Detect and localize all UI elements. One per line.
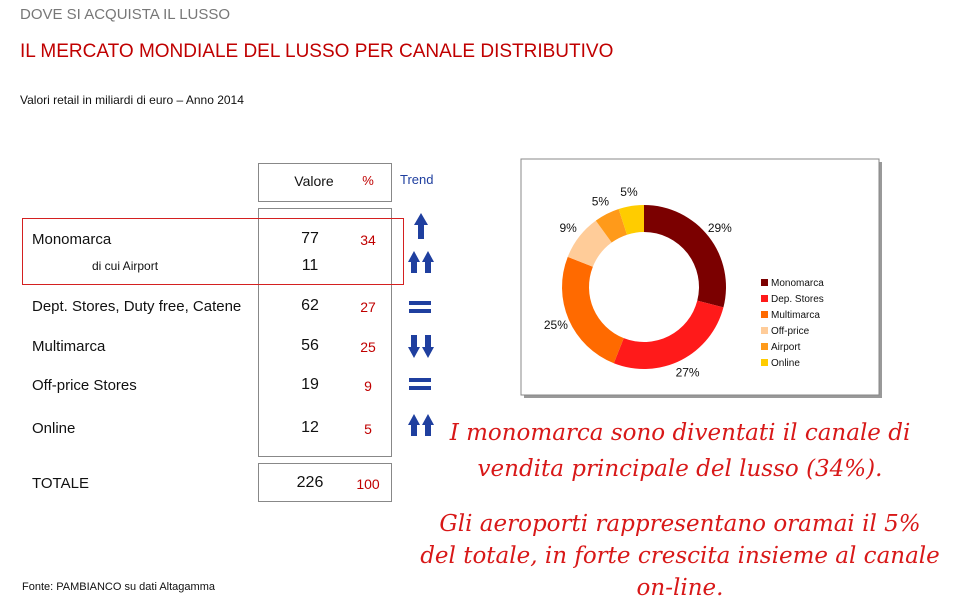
legend-swatch: [761, 327, 768, 334]
value: 56: [301, 337, 319, 354]
row-label: Dept. Stores, Duty free, Catene: [32, 298, 242, 315]
data-label: 5%: [592, 194, 610, 208]
percent: 27: [360, 299, 376, 315]
donut-segment: [613, 300, 724, 369]
donut-segment: [567, 220, 612, 267]
trend-up: [414, 213, 428, 239]
percent: 34: [360, 232, 376, 248]
legend-label: Airport: [771, 342, 801, 353]
trend-up-double: [408, 414, 434, 436]
row-label: Multimarca: [32, 338, 106, 355]
legend-swatch: [761, 343, 768, 350]
legend-label: Dep. Stores: [771, 294, 824, 305]
value: 19: [301, 376, 319, 393]
percent: 9: [364, 378, 372, 394]
legend-swatch: [761, 279, 768, 286]
donut-segment: [562, 256, 624, 364]
value: 12: [301, 419, 319, 436]
row-label: TOTALE: [32, 475, 89, 492]
legend-label: Multimarca: [771, 310, 820, 321]
column-header: %: [362, 173, 374, 188]
trend-equal: [409, 301, 431, 313]
percent: 5: [364, 421, 372, 437]
donut-segment: [595, 209, 628, 243]
trend-icons: [408, 213, 434, 436]
legend-label: Monomarca: [771, 278, 824, 289]
values-box: [258, 208, 392, 457]
donut-segment: [644, 205, 726, 308]
donut-chart: 29% Monomarca 27% Dep. Stores 25% Multimarca 9…: [520, 158, 882, 398]
data-label: 29%: [708, 221, 732, 235]
data-label: 5%: [620, 185, 638, 199]
value: 77: [301, 230, 319, 247]
annotation: I monomarca sono diventati il canale di …: [449, 420, 911, 482]
source: Fonte: PAMBIANCO su dati Altagamma: [22, 581, 215, 593]
trend-equal: [409, 378, 431, 390]
total-box: [258, 463, 392, 502]
trend-down-double: [408, 335, 434, 358]
legend-label: Online: [771, 358, 800, 369]
value: 62: [301, 297, 319, 314]
annotation: Gli aeroporti rappresentano oramai il 5%…: [420, 511, 940, 601]
percent: 25: [360, 339, 376, 355]
subtitle: Valori retail in miliardi di euro – Anno…: [20, 93, 244, 107]
row-label: di cui Airport: [92, 259, 159, 273]
donut-segment: [618, 205, 644, 235]
column-header: Valore: [294, 173, 334, 189]
highlight-box: [22, 218, 404, 285]
row-label: Online: [32, 420, 76, 437]
section-title: DOVE SI ACQUISTA IL LUSSO: [20, 6, 231, 23]
column-header: Trend: [400, 172, 434, 187]
data-label: 9%: [559, 221, 577, 235]
header-box: [258, 163, 392, 202]
legend-swatch: [761, 295, 768, 302]
trend-up-double: [408, 251, 434, 273]
percent: 100: [356, 476, 380, 492]
legend-swatch: [761, 359, 768, 366]
value: 226: [296, 474, 324, 491]
data-label: 25%: [544, 318, 568, 332]
legend-label: Off-price: [771, 326, 810, 337]
row-label: Monomarca: [32, 231, 112, 248]
row-label: Off-price Stores: [32, 377, 137, 394]
main-title: IL MERCATO MONDIALE DEL LUSSO PER CANALE…: [20, 41, 614, 62]
value: 11: [301, 257, 319, 274]
data-label: 27%: [676, 366, 700, 380]
legend-swatch: [761, 311, 768, 318]
